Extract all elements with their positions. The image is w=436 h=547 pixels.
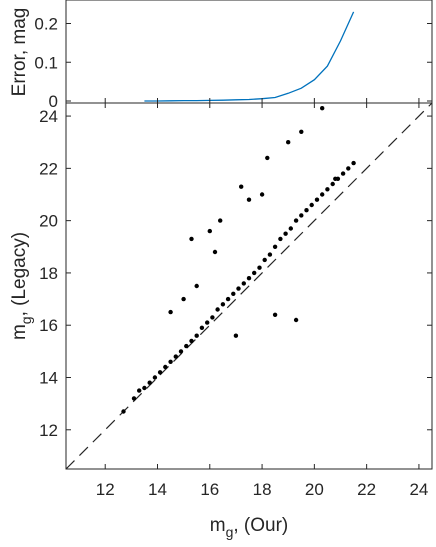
scatter-point — [207, 228, 212, 234]
scatter-point — [147, 380, 152, 385]
y-label-sub: g — [18, 316, 34, 324]
scatter-point — [241, 281, 246, 286]
scatter-point — [325, 187, 330, 192]
error-y-axis-label: Error, mag — [9, 8, 30, 97]
scatter-point — [267, 252, 273, 257]
scatter-point — [262, 257, 267, 263]
scatter-point — [121, 409, 126, 414]
scatter-y-tick-label: 14 — [39, 369, 58, 388]
scatter-point — [137, 388, 142, 393]
scatter-point — [231, 291, 236, 296]
scatter-point — [351, 160, 356, 166]
scatter-point — [286, 140, 291, 145]
scatter-point — [330, 181, 335, 187]
scatter-point — [181, 296, 186, 302]
scatter-point — [205, 320, 210, 325]
scatter-point — [246, 276, 252, 281]
scatter-point — [220, 302, 226, 307]
error-panel-frame — [65, 0, 433, 104]
scatter-x-axis-label: mg, (Our) — [210, 515, 289, 540]
scatter-point — [309, 202, 314, 208]
scatter-x-tick-label: 12 — [96, 480, 115, 499]
scatter-point — [178, 349, 184, 354]
scatter-point — [333, 176, 338, 181]
scatter-point — [257, 265, 262, 270]
scatter-point — [233, 333, 239, 338]
x-label-sub: g — [226, 524, 234, 540]
scatter-y-ticks: 12 14 16 18 20 22 24 — [39, 107, 432, 440]
scatter-point — [189, 338, 194, 344]
scatter-point — [304, 208, 309, 213]
scatter-x-tick-label: 24 — [409, 480, 428, 499]
scatter-point — [340, 171, 346, 176]
scatter-point — [184, 343, 189, 349]
scatter-point — [246, 197, 252, 202]
scatter-point — [288, 226, 293, 231]
scatter-point — [215, 307, 220, 312]
scatter-point — [152, 375, 158, 380]
scatter-x-tick-label: 16 — [200, 480, 219, 499]
scatter-point — [173, 354, 178, 359]
scatter-x-tick-label: 20 — [305, 480, 324, 499]
scatter-y-tick-label: 18 — [39, 264, 58, 283]
scatter-point — [157, 370, 163, 375]
error-y-ticks: 0 0.1 0.2 — [34, 15, 432, 111]
scatter-point — [293, 218, 299, 223]
error-y-tick-label: 0.2 — [34, 15, 58, 34]
scatter-point — [314, 197, 320, 202]
error-y-tick-label: 0 — [49, 92, 58, 111]
scatter-point — [194, 333, 199, 338]
error-panel: 0 0.1 0.2 Error, mag — [9, 0, 433, 111]
scatter-x-tick-label: 18 — [253, 480, 272, 499]
scatter-point — [225, 296, 231, 302]
error-y-tick-label: 0.1 — [34, 53, 58, 72]
scatter-point — [293, 317, 299, 323]
scatter-point — [346, 166, 351, 171]
scatter-point — [236, 286, 241, 291]
scatter-point — [168, 359, 173, 364]
scatter-point — [168, 309, 173, 315]
x-label-main: m — [210, 515, 226, 536]
scatter-point — [299, 213, 304, 218]
scatter-y-tick-label: 22 — [39, 159, 58, 178]
scatter-point — [189, 236, 194, 242]
scatter-point — [259, 192, 265, 197]
scatter-point — [199, 325, 205, 330]
x-label-rest: , (Our) — [233, 515, 288, 536]
error-series-line — [144, 11, 355, 102]
y-label-rest: , (Legacy) — [9, 232, 30, 316]
scatter-y-tick-label: 24 — [39, 107, 58, 126]
scatter-point — [272, 312, 278, 317]
scatter-point — [272, 244, 278, 249]
scatter-y-axis-label: mg, (Legacy) — [9, 232, 34, 340]
scatter-point — [194, 283, 199, 289]
y-label-main: m — [9, 324, 30, 340]
scatter-point — [212, 249, 218, 255]
scatter-y-tick-label: 16 — [39, 316, 58, 335]
scatter-point — [283, 231, 288, 236]
scatter-point — [320, 192, 325, 197]
scatter-point — [320, 106, 325, 111]
scatter-y-tick-label: 12 — [39, 421, 58, 440]
scatter-point — [252, 270, 257, 276]
scatter-point — [218, 218, 223, 223]
scatter-point — [239, 184, 244, 189]
scatter-point — [210, 315, 215, 320]
scatter-point — [278, 236, 283, 242]
scatter-point — [142, 385, 147, 391]
identity-reference-line — [65, 102, 433, 470]
scatter-x-tick-label: 22 — [357, 480, 376, 499]
scatter-point — [131, 396, 137, 401]
scatter-points — [121, 106, 356, 414]
scatter-x-ticks: 12 14 16 18 20 22 24 — [96, 98, 428, 499]
scatter-point — [299, 129, 304, 134]
scatter-x-tick-label: 14 — [148, 480, 167, 499]
scatter-point — [163, 364, 168, 370]
scatter-point — [265, 155, 270, 161]
scatter-y-tick-label: 20 — [39, 212, 58, 231]
